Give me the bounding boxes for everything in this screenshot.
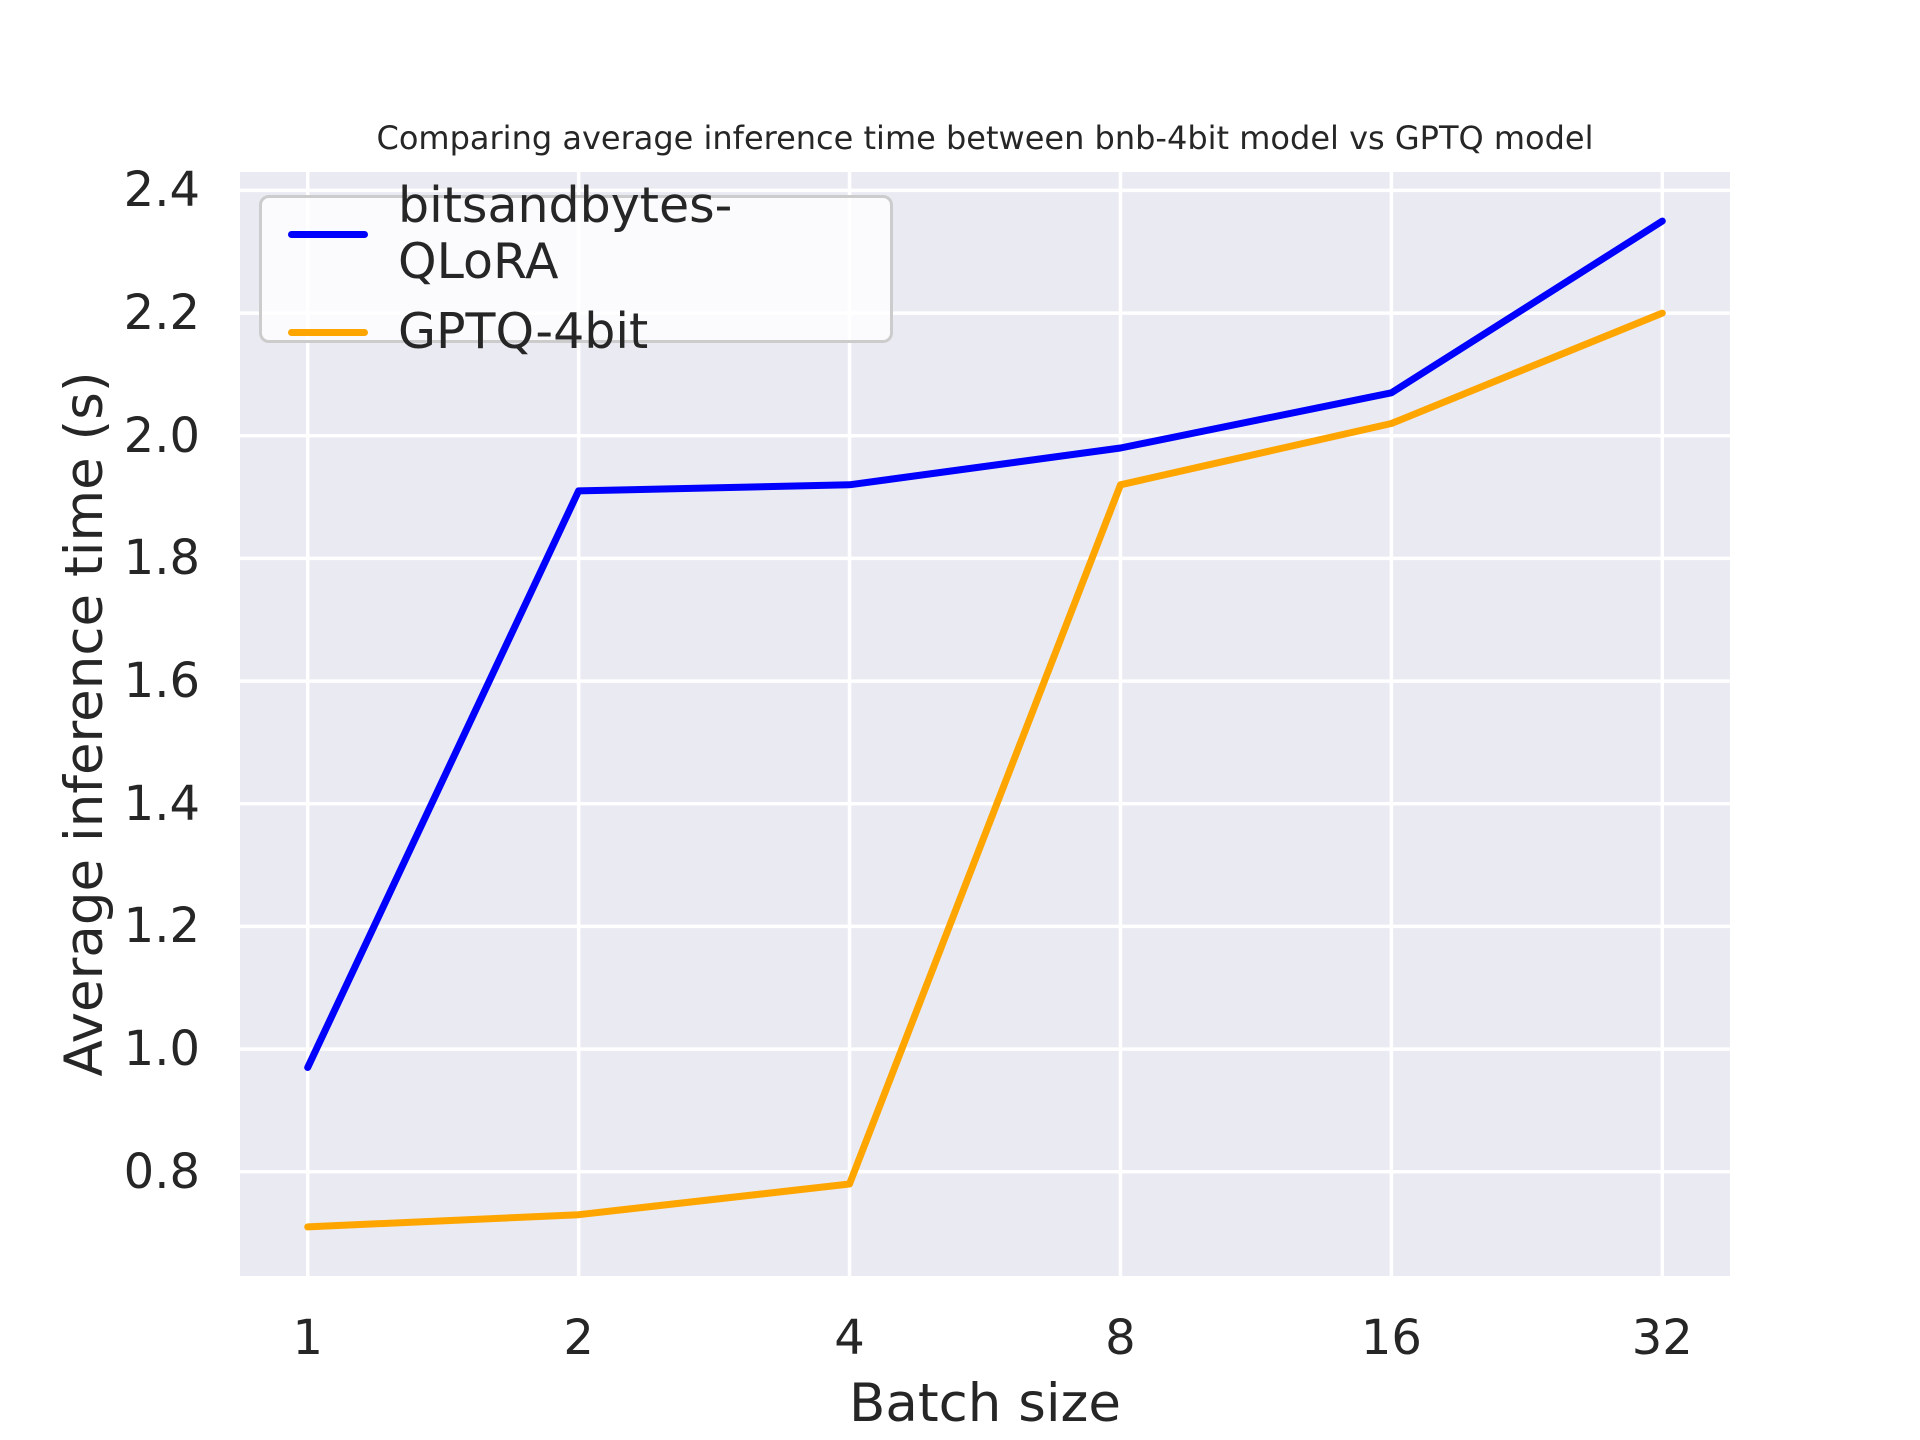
legend-line-swatch [288,230,368,238]
legend-item: bitsandbytes-QLoRA [288,178,890,290]
series-line-gptq-4bit [304,309,1666,1231]
y-axis-label: Average inference time (s) [54,371,115,1077]
x-tick-label: 4 [834,1310,865,1366]
x-tick-label: 1 [292,1310,323,1366]
x-tick-label: 16 [1360,1310,1422,1366]
legend-label: GPTQ-4bit [398,303,649,360]
x-axis-label: Batch size [849,1373,1121,1434]
x-tick-label: 2 [563,1310,594,1366]
y-tick-label: 2.0 [123,407,200,464]
plot-area [240,172,1730,1276]
legend-line-swatch [288,328,368,336]
y-tick-label: 1.6 [123,653,200,710]
legend: bitsandbytes-QLoRA GPTQ-4bit [259,178,893,360]
y-tick-label: 1.8 [123,530,200,587]
y-tick-label: 2.4 [123,162,200,219]
legend-label: bitsandbytes-QLoRA [398,177,733,290]
x-tick-label: 8 [1105,1310,1136,1366]
y-tick-label: 0.8 [123,1143,200,1200]
legend-item: GPTQ-4bit [288,304,890,360]
chart-title: Comparing average inference time between… [376,119,1594,157]
y-tick-label: 1.0 [123,1021,200,1078]
y-tick-label: 1.4 [123,775,200,832]
y-tick-label: 2.2 [123,285,200,342]
series-line-bitsandbytes-qlora [304,217,1666,1071]
y-tick-label: 1.2 [123,898,200,955]
x-tick-label: 32 [1631,1310,1693,1366]
